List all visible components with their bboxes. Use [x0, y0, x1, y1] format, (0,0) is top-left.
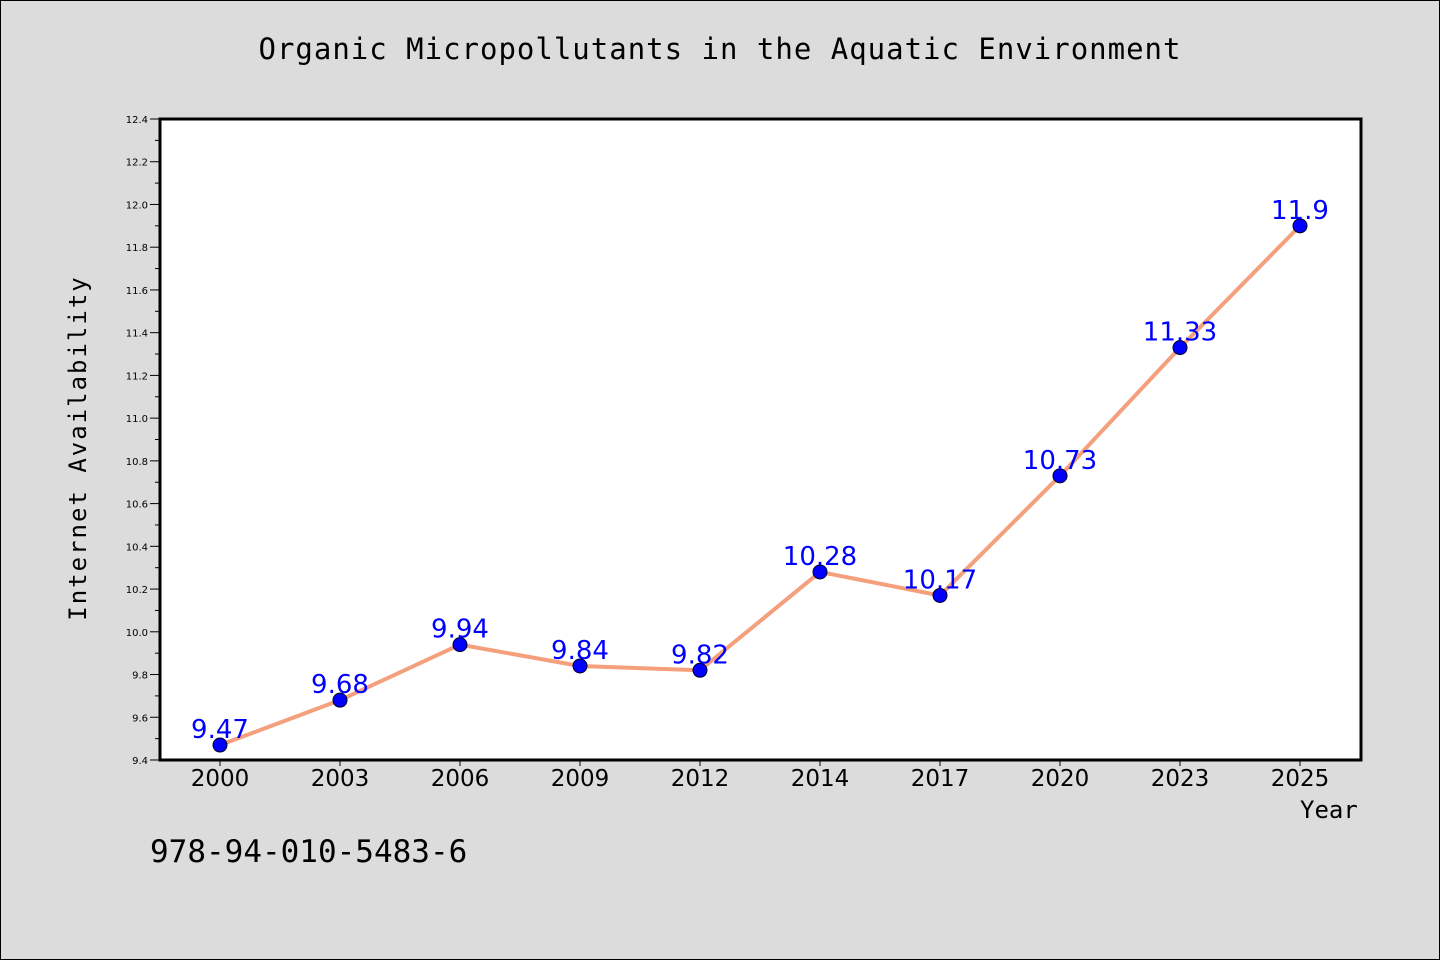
- y-tick-label: 10.2: [126, 585, 148, 596]
- plot-area: [158, 117, 1363, 762]
- y-tick-label: 12.4: [126, 115, 148, 126]
- y-tick-label: 11.6: [126, 286, 148, 297]
- chart-title: Organic Micropollutants in the Aquatic E…: [258, 32, 1182, 66]
- x-tick-label: 2014: [791, 766, 850, 792]
- y-tick-label: 11.0: [126, 414, 148, 425]
- data-point: [1172, 340, 1188, 356]
- x-tick-label: 2020: [1031, 766, 1090, 792]
- data-label: 9.94: [431, 615, 489, 645]
- x-tick-label: 2023: [1151, 766, 1210, 792]
- y-tick-label: 9.6: [132, 713, 148, 724]
- data-point: [572, 658, 588, 674]
- x-tick-label: 2025: [1271, 766, 1330, 792]
- data-point: [692, 662, 708, 678]
- x-tick-label: 2017: [911, 766, 970, 792]
- x-tick-label: 2012: [671, 766, 730, 792]
- data-point: [1292, 218, 1308, 234]
- y-tick-label: 11.4: [126, 329, 148, 340]
- data-point: [332, 692, 348, 708]
- data-labels: 9.47 9.68 9.94 9.84 9.82 10.28 10.17 10.73 11.33…: [191, 196, 1329, 745]
- data-label: 10.73: [1023, 446, 1097, 476]
- data-label: 9.84: [551, 636, 609, 666]
- x-tick-label: 2009: [551, 766, 610, 792]
- data-label: 11.33: [1143, 318, 1217, 348]
- series-line: [219, 224, 1302, 747]
- x-tick-label: 2003: [311, 766, 370, 792]
- data-point: [452, 637, 468, 653]
- data-point: [1052, 468, 1068, 484]
- series-markers: [212, 218, 1308, 753]
- y-tick-label: 9.8: [132, 671, 148, 682]
- data-label: 10.28: [783, 542, 857, 572]
- x-axis-label: Year: [1300, 796, 1358, 824]
- data-point: [932, 587, 948, 603]
- data-label: 9.68: [311, 670, 369, 700]
- y-tick-label: 11.2: [126, 371, 148, 382]
- isbn-text: 978-94-010-5483-6: [150, 834, 468, 870]
- data-label: 9.47: [191, 715, 249, 745]
- x-tick-label: 2006: [431, 766, 490, 792]
- data-label: 11.9: [1271, 196, 1329, 226]
- y-tick-label: 10.0: [126, 628, 148, 639]
- y-tick-label: 10.8: [126, 457, 148, 468]
- y-tick-label: 12.2: [126, 158, 148, 169]
- y-tick-label: 9.4: [132, 756, 148, 767]
- data-point: [812, 564, 828, 580]
- y-axis-ticks: 9.4 9.6 9.8 10.0 10.2 10.4 10.6 10.8 11.0 11.2 11.…: [126, 115, 160, 767]
- y-tick-label: 10.6: [126, 500, 148, 511]
- x-tick-label: 2000: [191, 766, 250, 792]
- x-axis-ticks: 2000 2003 2006 2009 2012 2014 2017 2020 2023 2025: [191, 760, 1330, 792]
- data-point: [212, 737, 228, 753]
- data-label: 10.17: [903, 565, 977, 595]
- y-tick-label: 10.4: [126, 542, 148, 553]
- y-tick-label: 12.0: [126, 200, 148, 211]
- y-tick-label: 11.8: [126, 243, 148, 254]
- data-label: 9.82: [671, 640, 729, 670]
